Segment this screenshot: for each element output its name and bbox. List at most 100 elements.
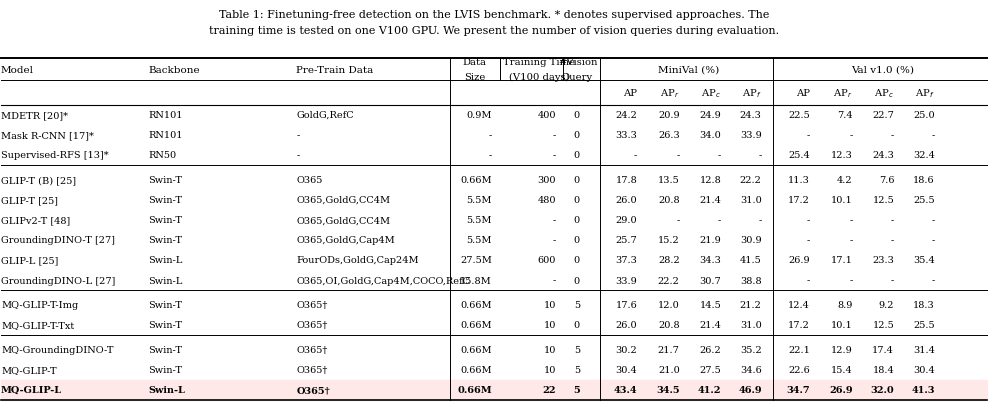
Text: 24.9: 24.9 [700, 111, 721, 120]
Text: 480: 480 [537, 196, 556, 205]
Text: MQ-GLIP-T-Txt: MQ-GLIP-T-Txt [1, 320, 74, 330]
Text: -: - [807, 131, 810, 140]
Text: 26.9: 26.9 [829, 385, 853, 394]
Text: 30.7: 30.7 [700, 276, 721, 285]
Text: GroundingDINO-L [27]: GroundingDINO-L [27] [1, 276, 116, 285]
Text: MQ-GroundingDINO-T: MQ-GroundingDINO-T [1, 345, 114, 354]
Text: -: - [553, 276, 556, 285]
Text: Swin-T: Swin-T [148, 236, 182, 245]
Text: 23.3: 23.3 [872, 256, 894, 265]
Text: 22.2: 22.2 [658, 276, 680, 285]
Text: 43.4: 43.4 [614, 385, 637, 394]
Text: -: - [932, 276, 935, 285]
Text: AP$_c$: AP$_c$ [701, 87, 721, 100]
Text: -: - [759, 216, 762, 225]
Text: 21.9: 21.9 [700, 236, 721, 245]
Text: 34.5: 34.5 [656, 385, 680, 394]
Text: 0: 0 [574, 175, 580, 185]
Text: 27.5M: 27.5M [460, 256, 492, 265]
Text: 30.2: 30.2 [616, 345, 637, 354]
Text: 0: 0 [574, 256, 580, 265]
Text: -: - [891, 216, 894, 225]
Text: -: - [932, 131, 935, 140]
Text: 37.3: 37.3 [616, 256, 637, 265]
Text: 0.66M: 0.66M [460, 175, 492, 185]
Text: 34.7: 34.7 [786, 385, 810, 394]
Text: 11.3: 11.3 [788, 175, 810, 185]
Text: 5: 5 [574, 301, 580, 309]
Text: 30.9: 30.9 [740, 236, 762, 245]
Text: AP$_f$: AP$_f$ [915, 87, 935, 100]
Text: O365†: O365† [296, 365, 328, 374]
Bar [1, 379, 987, 400]
Text: -: - [553, 216, 556, 225]
Text: O365†: O365† [296, 385, 330, 394]
Text: 25.0: 25.0 [913, 111, 935, 120]
Text: 0: 0 [574, 276, 580, 285]
Text: Swin-L: Swin-L [148, 276, 183, 285]
Text: MQ-GLIP-T-Img: MQ-GLIP-T-Img [1, 301, 78, 309]
Text: 17.6: 17.6 [616, 301, 637, 309]
Text: 26.2: 26.2 [700, 345, 721, 354]
Text: 0: 0 [574, 216, 580, 225]
Text: RN50: RN50 [148, 151, 176, 160]
Text: 18.4: 18.4 [872, 365, 894, 374]
Text: training time is tested on one V100 GPU. We present the number of vision queries: training time is tested on one V100 GPU.… [208, 26, 780, 36]
Text: 25.5: 25.5 [913, 196, 935, 205]
Text: Val v1.0 (%): Val v1.0 (%) [851, 65, 914, 75]
Text: 41.2: 41.2 [698, 385, 721, 394]
Text: -: - [932, 216, 935, 225]
Text: GoldG,RefC: GoldG,RefC [296, 111, 354, 120]
Text: 24.3: 24.3 [740, 111, 762, 120]
Text: 29.0: 29.0 [616, 216, 637, 225]
Text: 22.1: 22.1 [788, 345, 810, 354]
Text: Training Time: Training Time [503, 58, 576, 67]
Text: 25.7: 25.7 [616, 236, 637, 245]
Text: -: - [634, 151, 637, 160]
Text: -: - [891, 236, 894, 245]
Text: 9.2: 9.2 [878, 301, 894, 309]
Text: O365†: O365† [296, 301, 328, 309]
Text: 0: 0 [574, 236, 580, 245]
Text: 10: 10 [543, 301, 556, 309]
Text: Backbone: Backbone [148, 65, 200, 75]
Text: 5: 5 [574, 345, 580, 354]
Text: 25.4: 25.4 [788, 151, 810, 160]
Text: 10: 10 [543, 345, 556, 354]
Text: AP$_c$: AP$_c$ [874, 87, 894, 100]
Text: 15.8M: 15.8M [460, 276, 492, 285]
Text: 300: 300 [537, 175, 556, 185]
Text: 600: 600 [537, 256, 556, 265]
Text: Table 1: Finetuning-free detection on the LVIS benchmark. * denotes supervised a: Table 1: Finetuning-free detection on th… [218, 10, 770, 20]
Text: O365,GoldG,Cap4M: O365,GoldG,Cap4M [296, 236, 395, 245]
Text: 21.4: 21.4 [700, 196, 721, 205]
Text: Swin-T: Swin-T [148, 320, 182, 330]
Text: 5: 5 [573, 385, 580, 394]
Text: 35.2: 35.2 [740, 345, 762, 354]
Text: -: - [553, 151, 556, 160]
Text: -: - [807, 236, 810, 245]
Text: 13.5: 13.5 [658, 175, 680, 185]
Text: 8.9: 8.9 [837, 301, 853, 309]
Text: -: - [718, 216, 721, 225]
Text: 24.3: 24.3 [872, 151, 894, 160]
Text: 41.3: 41.3 [911, 385, 935, 394]
Text: 22.7: 22.7 [872, 111, 894, 120]
Text: -: - [932, 236, 935, 245]
Text: Swin-L: Swin-L [148, 256, 183, 265]
Text: Swin-T: Swin-T [148, 216, 182, 225]
Text: Swin-T: Swin-T [148, 345, 182, 354]
Text: -: - [850, 216, 853, 225]
Text: AP: AP [623, 89, 637, 98]
Text: 24.2: 24.2 [616, 111, 637, 120]
Text: 400: 400 [537, 111, 556, 120]
Text: 0.66M: 0.66M [460, 365, 492, 374]
Text: 21.0: 21.0 [658, 365, 680, 374]
Text: 33.9: 33.9 [740, 131, 762, 140]
Text: MQ-GLIP-L: MQ-GLIP-L [1, 385, 62, 394]
Text: -: - [489, 131, 492, 140]
Text: 0.66M: 0.66M [460, 320, 492, 330]
Text: -: - [677, 151, 680, 160]
Text: 5.5M: 5.5M [466, 236, 492, 245]
Text: -: - [807, 216, 810, 225]
